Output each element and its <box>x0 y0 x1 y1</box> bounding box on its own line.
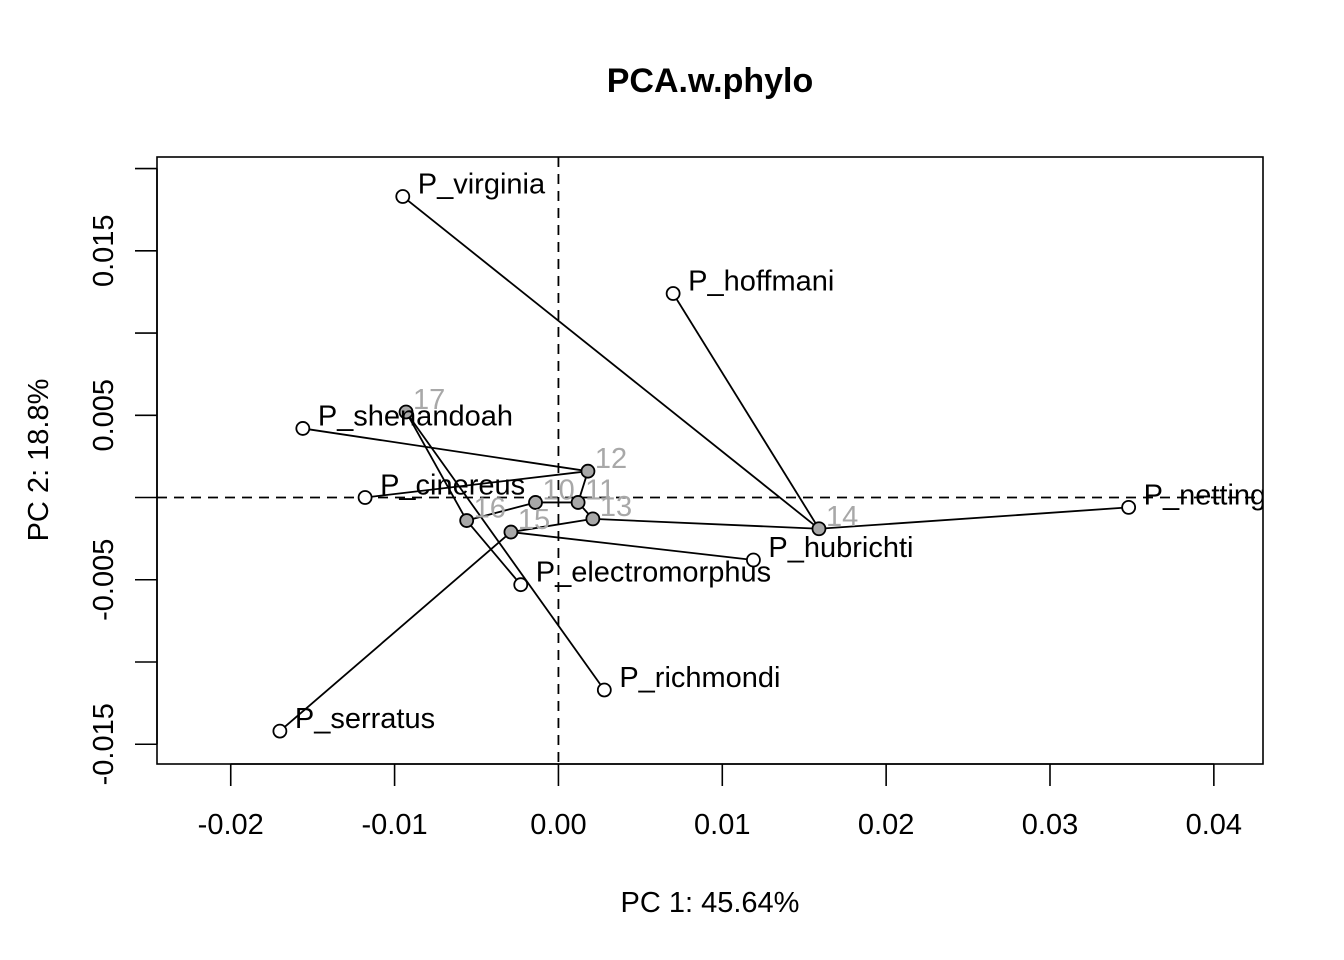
node-point <box>585 511 601 527</box>
x-tick-label: -0.01 <box>362 809 428 841</box>
tree-edge <box>818 506 1129 530</box>
node-point <box>398 404 414 420</box>
y-axis: -0.015 -0.005 0.005 0.015 <box>88 167 158 785</box>
tip-point <box>513 577 529 593</box>
tree-edge <box>405 411 606 691</box>
tip-label: P_hoffmani <box>688 266 834 298</box>
tip-label: P_electromorphus <box>536 557 771 589</box>
x-axis-label: PC 1: 45.64% <box>621 887 800 919</box>
node-label: 11 <box>585 474 615 506</box>
y-tick-label: 0.005 <box>88 379 120 452</box>
tip-point <box>357 490 373 505</box>
tip-label: P_cinereus <box>380 470 525 502</box>
tip-point <box>665 286 681 301</box>
tree-edge <box>405 411 468 521</box>
node-label: 10 <box>542 474 574 506</box>
tree-edge <box>465 519 522 586</box>
tree-edge <box>364 470 589 499</box>
node-point <box>811 521 827 537</box>
tip-label: P_nettingi <box>1144 479 1273 511</box>
node-label: 12 <box>595 443 627 475</box>
tree-edge <box>402 195 820 530</box>
tip-label: P_shenandoah <box>318 400 513 432</box>
tip-label: P_hubrichti <box>768 532 913 564</box>
x-axis: -0.02 -0.01 0.00 0.01 0.02 0.03 0.04 <box>198 763 1242 841</box>
node-point <box>580 463 596 479</box>
tip-point <box>272 723 288 739</box>
node-point <box>503 524 519 540</box>
tip-point <box>596 682 612 698</box>
node-point <box>570 495 586 510</box>
node-label: 17 <box>413 384 445 416</box>
x-tick-label: -0.02 <box>198 809 264 841</box>
chart-title: PCA.w.phylo <box>607 62 814 100</box>
y-tick-label: -0.015 <box>88 703 120 785</box>
tip-point <box>1121 499 1137 515</box>
tree-edge <box>672 293 820 530</box>
x-tick-label: 0.03 <box>1022 809 1078 841</box>
tip-label: P_virginia <box>418 168 546 200</box>
y-tick-label: 0.015 <box>88 214 120 287</box>
tip-point <box>295 421 311 436</box>
x-tick-label: 0.04 <box>1186 809 1242 841</box>
node-point <box>459 513 475 528</box>
tree-edge <box>466 501 536 522</box>
node-label: 13 <box>600 491 632 523</box>
tree-edge <box>279 531 512 732</box>
tree-edge <box>510 518 593 533</box>
tree-edge <box>592 517 820 530</box>
y-tick-label: -0.005 <box>88 539 120 621</box>
node-label: 14 <box>826 501 858 533</box>
node-point <box>528 495 543 510</box>
x-tick-label: 0.00 <box>530 809 586 841</box>
tree-edge <box>510 531 754 561</box>
x-tick-label: 0.02 <box>858 809 914 841</box>
x-tick-label: 0.01 <box>694 809 750 841</box>
tip-point <box>746 552 761 568</box>
tip-label: P_serratus <box>295 703 435 735</box>
tree-edge <box>302 427 589 473</box>
node-label: 15 <box>518 504 550 536</box>
y-axis-label: PC 2: 18.8% <box>23 379 55 542</box>
node-label: 16 <box>474 493 506 525</box>
tip-point <box>395 189 411 204</box>
tip-label: P_richmondi <box>619 662 780 694</box>
